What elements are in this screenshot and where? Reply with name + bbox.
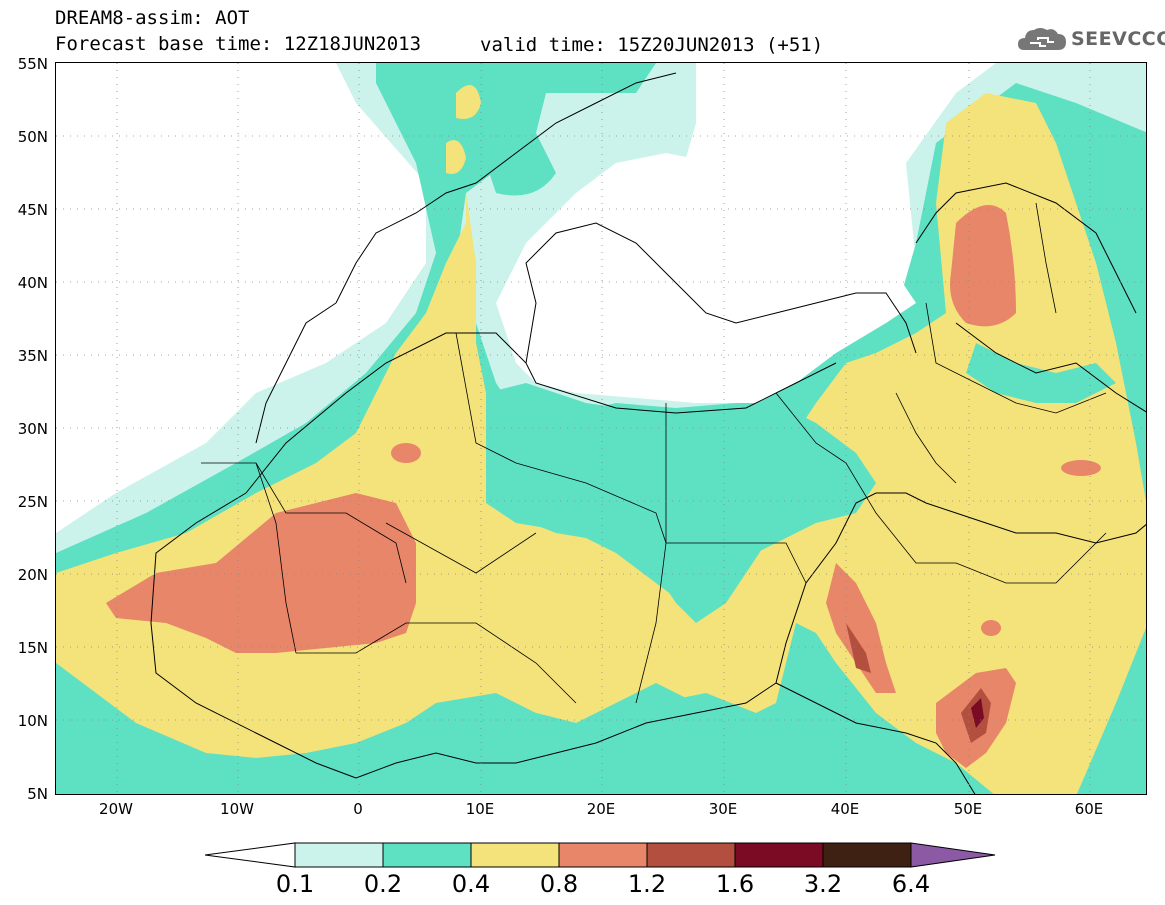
lon-label-30e: 30E xyxy=(708,800,738,818)
lon-label-10w: 10W xyxy=(220,800,254,818)
aot-map xyxy=(55,62,1147,795)
lat-label-55n: 55N xyxy=(17,55,48,73)
legend-swatch-1.2-1.6 xyxy=(646,842,736,868)
legend-tick-1.2: 1.2 xyxy=(627,870,667,898)
legend-tick-0.2: 0.2 xyxy=(363,870,403,898)
legend-swatch-above-6.4 xyxy=(910,842,996,868)
legend-tick-6.4: 6.4 xyxy=(891,870,931,898)
lon-label-20e: 20E xyxy=(586,800,616,818)
valid-time: valid time: 15Z20JUN2013 (+51) xyxy=(480,34,824,56)
lat-label-35n: 35N xyxy=(17,347,48,365)
legend-tick-0.8: 0.8 xyxy=(539,870,579,898)
seevccc-logo: SEEVCCC xyxy=(1016,24,1165,54)
lat-label-45n: 45N xyxy=(17,201,48,219)
lat-label-25n: 25N xyxy=(17,493,48,511)
aot-low-interior xyxy=(56,343,1116,794)
lat-label-20n: 20N xyxy=(17,566,48,584)
legend-swatch-below-0.1 xyxy=(205,842,296,868)
country-borders xyxy=(201,202,1107,704)
logo-text: SEEVCCC xyxy=(1071,28,1165,50)
legend-tick-3.2: 3.2 xyxy=(803,870,843,898)
lon-label-40e: 40E xyxy=(830,800,860,818)
lat-label-40n: 40N xyxy=(17,274,48,292)
color-legend xyxy=(205,842,996,868)
legend-swatch-0.8-1.2 xyxy=(558,842,648,868)
legend-tick-1.6: 1.6 xyxy=(715,870,755,898)
legend-swatch-1.6-3.2 xyxy=(734,842,824,868)
lon-label-60e: 60E xyxy=(1074,800,1104,818)
aot-clean-regions xyxy=(356,153,916,403)
lat-label-50n: 50N xyxy=(17,128,48,146)
legend-swatch-3.2-6.4 xyxy=(822,842,912,868)
lon-label-50e: 50E xyxy=(953,800,983,818)
lon-label-20w: 20W xyxy=(99,800,133,818)
lat-label-10n: 10N xyxy=(17,712,48,730)
legend-swatch-0.1-0.2 xyxy=(294,842,384,868)
legend-tick-0.4: 0.4 xyxy=(451,870,491,898)
lat-label-15n: 15N xyxy=(17,639,48,657)
cloud-icon xyxy=(1018,28,1066,50)
lat-label-5n: 5N xyxy=(27,785,48,803)
lat-label-30n: 30N xyxy=(17,420,48,438)
aot-high-regions xyxy=(106,205,1101,768)
aot-extreme-regions xyxy=(971,698,984,728)
graticule xyxy=(56,63,1146,794)
lon-label-0: 0 xyxy=(353,800,363,818)
legend-tick-0.1: 0.1 xyxy=(275,870,315,898)
legend-swatch-0.2-0.4 xyxy=(382,842,472,868)
map-title: DREAM8-assim: AOT xyxy=(55,7,250,29)
forecast-base-time: Forecast base time: 12Z18JUN2013 xyxy=(55,33,422,55)
lon-label-10e: 10E xyxy=(465,800,495,818)
legend-swatch-0.4-0.8 xyxy=(470,842,560,868)
